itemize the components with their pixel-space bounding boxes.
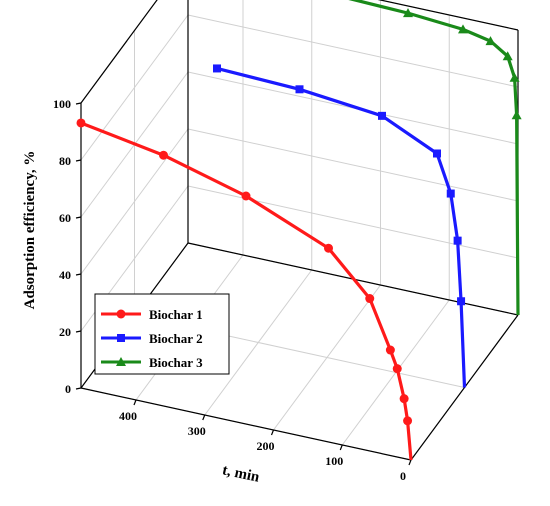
series-line (216, 66, 467, 388)
legend-marker (117, 334, 125, 342)
axis-frame (75, 0, 519, 466)
data-point (511, 110, 522, 120)
legend-item: Biochar 2 (101, 331, 203, 346)
tick-mark (339, 444, 343, 451)
grid-line (187, 185, 519, 259)
legend-label: Biochar 3 (149, 355, 203, 370)
tick-mark (202, 414, 206, 421)
tick-mark (75, 102, 82, 105)
x-tick-label: 200 (257, 439, 275, 453)
y-tick-label: 100 (53, 97, 71, 111)
x-tick-label: 400 (119, 409, 137, 423)
data-point (509, 72, 520, 82)
tick-mark (75, 216, 82, 219)
y-tick-label: 80 (59, 154, 71, 168)
frame-edge (377, 0, 519, 31)
tick-mark (75, 387, 82, 390)
data-point (453, 236, 462, 245)
series-line (348, 0, 520, 316)
tick-mark (133, 399, 137, 406)
tick-mark (75, 330, 82, 333)
x-tick-label: 0 (400, 469, 406, 483)
grid-line (80, 128, 189, 275)
series-biochar-2 (213, 64, 467, 388)
series-line (80, 121, 413, 461)
data-point (385, 345, 395, 355)
data-point (457, 297, 466, 306)
data-point (433, 149, 441, 158)
data-point (295, 85, 304, 94)
y-tick-label: 40 (59, 268, 71, 282)
grid-line (187, 14, 519, 88)
data-point (378, 111, 386, 120)
legend-marker (116, 309, 126, 319)
grid-line (187, 128, 519, 202)
x-tick-label: 300 (188, 424, 206, 438)
data-point (76, 118, 86, 128)
frame-edge (80, 0, 158, 104)
data-point (446, 189, 455, 198)
x-axis-title: t, min (221, 462, 262, 486)
data-point (213, 64, 221, 73)
series-biochar-1 (76, 118, 413, 461)
data-point (159, 150, 168, 160)
legend: Biochar 1 Biochar 2 Biochar 3 (94, 293, 230, 375)
y-tick-label: 20 (59, 325, 71, 339)
legend-item: Biochar 1 (101, 307, 203, 322)
data-point (502, 51, 513, 61)
grid-line (80, 14, 189, 161)
tick-labels: 0 20 40 60 80 100 0 100 200 300 400 (53, 97, 406, 483)
y-tick-label: 60 (59, 211, 71, 225)
data-point (324, 243, 333, 253)
series-biochar-3 (348, 0, 522, 316)
data-point (485, 36, 496, 46)
data-point (392, 364, 402, 374)
legend-label: Biochar 2 (149, 331, 203, 346)
legend-marker (116, 357, 126, 366)
frame-edge (80, 387, 412, 461)
data-point (241, 191, 251, 201)
legend-label: Biochar 1 (149, 307, 203, 322)
data-point (403, 8, 413, 18)
y-axis-title: Adsorption efficiency, % (22, 151, 38, 310)
legend-item: Biochar 3 (101, 355, 203, 370)
data-point (458, 24, 468, 34)
tick-mark (75, 273, 82, 276)
tick-mark (75, 159, 82, 162)
tick-mark (270, 429, 275, 436)
data-point (403, 416, 413, 426)
x-tick-label: 100 (325, 454, 343, 468)
series-layer (76, 0, 522, 461)
data-point (399, 394, 409, 404)
data-point (365, 294, 375, 304)
tick-mark (408, 459, 412, 466)
y-tick-label: 0 (65, 382, 71, 396)
